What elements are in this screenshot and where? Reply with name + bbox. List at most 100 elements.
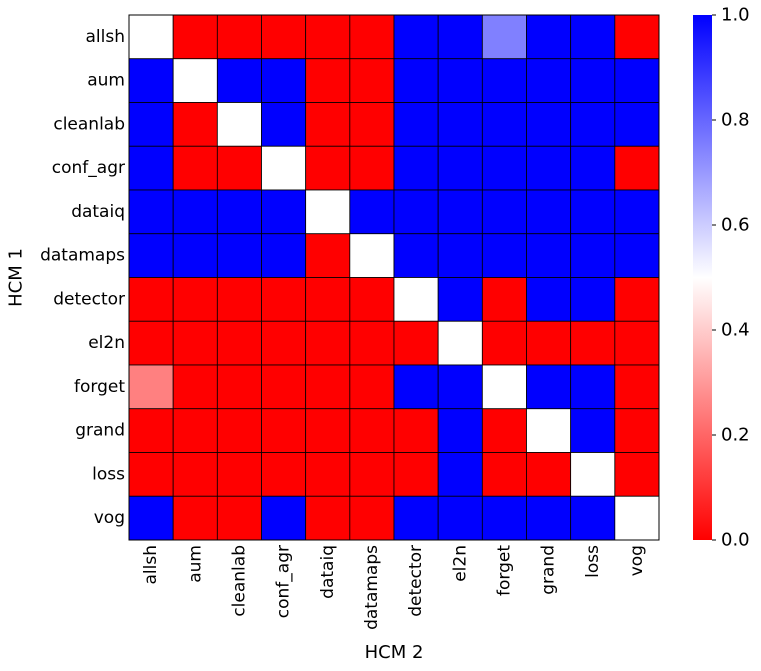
y-tick-label: dataiq [71, 202, 125, 222]
heatmap-cell [570, 320, 616, 366]
heatmap-cell [437, 277, 483, 322]
heatmap-cell [481, 58, 527, 103]
heatmap-cell [349, 320, 395, 366]
heatmap-cell [570, 495, 616, 541]
heatmap-cell [393, 452, 439, 497]
colorbar-tick-label: 1.0 [721, 5, 750, 26]
colorbar-tick-label: 0.0 [721, 530, 750, 551]
y-tick-label: el2n [88, 333, 125, 353]
y-tick-label: loss [92, 464, 125, 484]
heatmap-cell [305, 58, 351, 103]
y-tick-label: cleanlab [53, 114, 125, 134]
heatmap-cell [128, 189, 174, 235]
heatmap-cell [172, 364, 218, 410]
heatmap-cell [437, 320, 483, 366]
heatmap-cell [128, 364, 174, 410]
heatmap-cells [128, 14, 660, 541]
heatmap-cell [128, 102, 174, 147]
heatmap-cell [261, 364, 307, 410]
heatmap-cell [349, 495, 395, 541]
heatmap-cell [172, 277, 218, 322]
heatmap-cell [172, 189, 218, 235]
heatmap-cell [526, 102, 572, 147]
heatmap-cell [305, 495, 351, 541]
heatmap-cell [216, 277, 262, 322]
heatmap-cell [128, 452, 174, 497]
heatmap-cell [481, 364, 527, 410]
x-tick-label: datamaps [362, 545, 382, 630]
heatmap-cell [216, 58, 262, 103]
x-tick-label: forget [494, 545, 514, 596]
plot-frame [128, 14, 660, 541]
x-tick-label: detector [406, 545, 426, 617]
heatmap-cell [437, 145, 483, 191]
heatmap-cell [481, 495, 527, 541]
x-tick-label: allsh [141, 545, 161, 585]
heatmap-cell [128, 145, 174, 191]
heatmap-cell [216, 320, 262, 366]
heatmap-cell [481, 233, 527, 278]
heatmap-cell [172, 102, 218, 147]
heatmap-cell [526, 277, 572, 322]
heatmap-cell [614, 233, 660, 278]
heatmap-cell [128, 408, 174, 453]
heatmap-cell [526, 495, 572, 541]
y-tick-label: grand [75, 421, 125, 441]
heatmap-cell [216, 189, 262, 235]
y-tick-label: aum [87, 71, 125, 91]
heatmap-cell [261, 102, 307, 147]
heatmap-cell [481, 145, 527, 191]
heatmap-cell [349, 58, 395, 103]
x-tick-label: conf_agr [274, 545, 294, 618]
heatmap-cell [437, 189, 483, 235]
heatmap-cell [128, 14, 174, 60]
heatmap-cell [261, 408, 307, 453]
heatmap-cell [526, 14, 572, 60]
heatmap-cell [614, 14, 660, 60]
heatmap-cell [526, 145, 572, 191]
heatmap-cell [570, 14, 616, 60]
x-axis-ticks: allsh aum cleanlab conf_agr dataiq datamaps de… [141, 545, 647, 630]
heatmap-cell [261, 14, 307, 60]
heatmap-cell [393, 277, 439, 322]
x-tick-label: vog [627, 545, 647, 576]
heatmap-cell [349, 452, 395, 497]
heatmap-cell [570, 277, 616, 322]
heatmap-cell [570, 102, 616, 147]
heatmap-cell [349, 233, 395, 278]
heatmap-cell [261, 233, 307, 278]
y-tick-label: detector [53, 289, 125, 309]
heatmap-cell [349, 408, 395, 453]
heatmap-cell [305, 364, 351, 410]
heatmap-cell [216, 233, 262, 278]
heatmap-cell [526, 452, 572, 497]
heatmap-cell [481, 14, 527, 60]
heatmap-cell [614, 102, 660, 147]
x-tick-label: grand [539, 545, 559, 595]
heatmap-cell [393, 189, 439, 235]
heatmap-cell [349, 145, 395, 191]
heatmap-cell [305, 452, 351, 497]
heatmap-cell [570, 189, 616, 235]
heatmap-cell [172, 233, 218, 278]
heatmap-cell [393, 58, 439, 103]
heatmap-cell [172, 320, 218, 366]
heatmap-cell [437, 364, 483, 410]
colorbar-tick-label: 0.2 [721, 425, 750, 446]
colorbar-ticks: 0.0 0.2 0.4 0.6 0.8 1.0 [712, 5, 750, 551]
heatmap-cell [216, 452, 262, 497]
heatmap-cell [128, 58, 174, 103]
heatmap-cell [216, 145, 262, 191]
heatmap-cell [261, 277, 307, 322]
heatmap-cell [261, 495, 307, 541]
heatmap-cell [526, 364, 572, 410]
heatmap-cell [305, 189, 351, 235]
y-tick-label: conf_agr [52, 158, 125, 178]
heatmap-cell [437, 495, 483, 541]
heatmap-cell [393, 320, 439, 366]
heatmap-cell [305, 102, 351, 147]
heatmap-cell [128, 320, 174, 366]
heatmap-cell [614, 58, 660, 103]
heatmap-cell [393, 102, 439, 147]
heatmap-cell [570, 233, 616, 278]
